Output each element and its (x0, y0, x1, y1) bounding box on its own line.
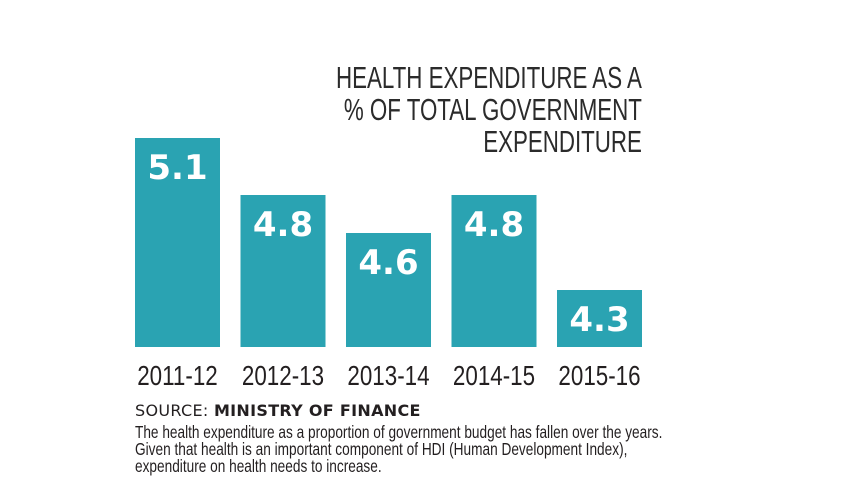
bar-2015-16 (557, 290, 642, 347)
source-line: SOURCE: MINISTRY OF FINANCE (135, 401, 421, 420)
data-label: 4.3 (569, 300, 629, 340)
chart-title: HEALTH EXPENDITURE AS A % OF TOTAL GOVER… (336, 62, 642, 158)
data-label: 4.8 (464, 205, 524, 245)
source-label: SOURCE: (135, 401, 209, 420)
source-name: MINISTRY OF FINANCE (213, 401, 421, 420)
bar-2014-15 (451, 195, 537, 347)
bar-2012-13 (240, 195, 326, 347)
x-tick-label: 2015-16 (558, 361, 640, 392)
data-label: 4.6 (358, 243, 418, 283)
title-line: HEALTH EXPENDITURE AS A (336, 60, 642, 95)
bar-2013-14 (346, 233, 431, 347)
x-tick-label: 2013-14 (347, 361, 429, 392)
x-tick-label: 2014-15 (453, 361, 535, 392)
data-label: 5.1 (147, 148, 207, 188)
bar-chart: 5.1 2011-12 4.8 2012-13 4.6 2013-14 4.8 2014-15… (135, 138, 642, 392)
bar-2011-12 (135, 138, 220, 347)
title-line: % OF TOTAL GOVERNMENT (343, 92, 642, 127)
x-tick-label: 2011-12 (137, 361, 218, 392)
chart-note: The health expenditure as a proportion o… (135, 422, 663, 476)
data-label: 4.8 (253, 205, 313, 245)
title-line: EXPENDITURE (483, 124, 642, 159)
x-tick-label: 2012-13 (242, 361, 324, 392)
